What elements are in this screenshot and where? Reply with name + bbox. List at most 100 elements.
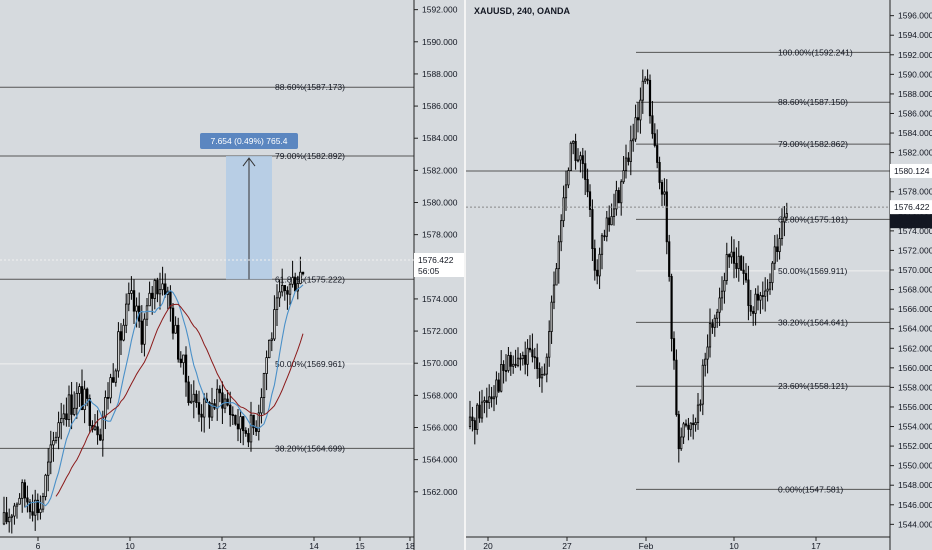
candle-body bbox=[692, 422, 695, 426]
candle-body bbox=[7, 516, 11, 523]
candle-body bbox=[704, 358, 707, 366]
moving-average-slow bbox=[55, 303, 304, 497]
candle-body bbox=[550, 301, 553, 332]
candle-body bbox=[492, 396, 496, 400]
candle-body bbox=[182, 354, 185, 364]
left-candlestick-chart[interactable]: 88.60%(1587.173) 79.00%(1582.892) 61.80%(1… bbox=[0, 0, 464, 550]
candle-body bbox=[737, 255, 740, 269]
right-chart-pane[interactable]: 100.00%(1592.241) 88.60%(1587.150) 79.00%(… bbox=[466, 0, 932, 550]
left-price-measure[interactable]: 7.654 (0.49%) 765.4 bbox=[200, 133, 298, 280]
candle-body bbox=[41, 496, 45, 510]
right-candlestick-chart[interactable]: 100.00%(1592.241) 88.60%(1587.150) 79.00%(… bbox=[466, 0, 932, 550]
horizontal-line-label-bg bbox=[890, 163, 932, 178]
candle-body bbox=[244, 430, 248, 434]
candle-body bbox=[101, 416, 105, 441]
price-tick-label: 1574.000 bbox=[422, 294, 458, 304]
candle-body bbox=[747, 279, 750, 306]
candle-body bbox=[26, 497, 29, 503]
candle-body bbox=[651, 115, 654, 135]
candle-body bbox=[117, 331, 120, 372]
candle-body bbox=[208, 402, 211, 418]
left-fib-retracement[interactable]: 88.60%(1587.173) 79.00%(1582.892) 61.80%(1… bbox=[0, 82, 414, 453]
candle-body bbox=[531, 349, 534, 358]
candle-body bbox=[576, 159, 580, 162]
candle-body bbox=[634, 117, 637, 140]
price-tick-label: 1564.000 bbox=[422, 455, 458, 465]
candle-body bbox=[600, 235, 604, 255]
candle-body bbox=[658, 162, 661, 183]
candle-body bbox=[660, 182, 664, 195]
candle-body bbox=[512, 363, 515, 367]
candle-body bbox=[143, 318, 146, 345]
candle-body bbox=[744, 273, 748, 281]
candle-body bbox=[249, 414, 253, 443]
left-time-axis[interactable]: 6 10 12 14 15 18 bbox=[0, 536, 415, 550]
candle-body bbox=[536, 357, 539, 369]
right-price-axis[interactable]: 1544.000 1546.000 1548.000 1550.000 1552.000… bbox=[466, 0, 932, 550]
measure-arrow-head bbox=[242, 157, 256, 167]
candle-body bbox=[596, 269, 599, 277]
candle-body bbox=[184, 354, 188, 383]
candle-body bbox=[490, 396, 493, 400]
candle-body bbox=[200, 413, 203, 418]
price-tick-label: 1566.000 bbox=[898, 304, 932, 314]
candle-body bbox=[301, 271, 305, 275]
candle-body bbox=[54, 436, 58, 442]
price-tick-label: 1552.000 bbox=[898, 441, 932, 451]
candle-body bbox=[648, 79, 652, 117]
right-time-axis[interactable]: 20 27 Feb 10 17 bbox=[466, 536, 890, 550]
candle-body bbox=[228, 404, 232, 416]
candle-body bbox=[286, 290, 289, 295]
price-tick-label: 1544.000 bbox=[898, 519, 932, 529]
pane-divider[interactable] bbox=[464, 0, 466, 550]
candle-body bbox=[783, 216, 786, 223]
candle-body bbox=[293, 277, 297, 292]
candle-body bbox=[31, 511, 34, 516]
horizontal-line-label: 1580.124 bbox=[894, 166, 930, 176]
candle-body bbox=[195, 393, 198, 403]
candle-body bbox=[239, 416, 242, 430]
time-tick-label: 27 bbox=[562, 541, 572, 550]
candle-body bbox=[519, 357, 522, 360]
candle-body bbox=[711, 323, 714, 328]
candle-body bbox=[67, 394, 71, 421]
measure-label-bg bbox=[200, 133, 298, 150]
candle-body bbox=[174, 324, 177, 334]
candle-body bbox=[119, 331, 123, 341]
price-tick-label: 1582.000 bbox=[898, 148, 932, 158]
time-tick-label: 6 bbox=[36, 541, 41, 550]
left-candles bbox=[2, 256, 305, 534]
candle-body bbox=[627, 157, 630, 162]
price-tick-label: 1570.000 bbox=[422, 358, 458, 368]
candle-body bbox=[615, 190, 618, 210]
candle-body bbox=[148, 292, 151, 307]
time-tick-label: 10 bbox=[729, 541, 739, 550]
candle-body bbox=[104, 397, 107, 418]
candle-body bbox=[247, 433, 250, 443]
candle-body bbox=[15, 503, 19, 507]
candle-body bbox=[588, 191, 592, 210]
price-tick-label: 1578.000 bbox=[898, 187, 932, 197]
candle-body bbox=[39, 508, 42, 514]
candle-body bbox=[471, 416, 474, 422]
candle-body bbox=[231, 414, 235, 417]
candle-body bbox=[49, 444, 53, 463]
candle-body bbox=[699, 403, 702, 406]
candle-body bbox=[641, 80, 644, 101]
candle-body bbox=[680, 436, 683, 450]
fib-level-label: 50.00%(1569.961) bbox=[275, 359, 345, 369]
candle-body bbox=[93, 426, 97, 430]
candle-body bbox=[716, 311, 719, 319]
price-tick-label: 1560.000 bbox=[898, 363, 932, 373]
candle-body bbox=[267, 339, 271, 359]
candle-body bbox=[122, 324, 125, 341]
candle-body bbox=[28, 501, 32, 513]
candle-body bbox=[145, 305, 149, 320]
candle-body bbox=[516, 357, 520, 366]
right-fib-retracement[interactable]: 100.00%(1592.241) 88.60%(1587.150) 79.00%(… bbox=[466, 47, 890, 494]
candle-body bbox=[202, 398, 206, 418]
left-price-axis[interactable]: 1562.000 1564.000 1566.000 1568.000 1570.000… bbox=[0, 0, 464, 550]
candle-body bbox=[257, 412, 261, 432]
candle-body bbox=[610, 216, 613, 226]
left-chart-pane[interactable]: 88.60%(1587.173) 79.00%(1582.892) 61.80%(1… bbox=[0, 0, 464, 550]
